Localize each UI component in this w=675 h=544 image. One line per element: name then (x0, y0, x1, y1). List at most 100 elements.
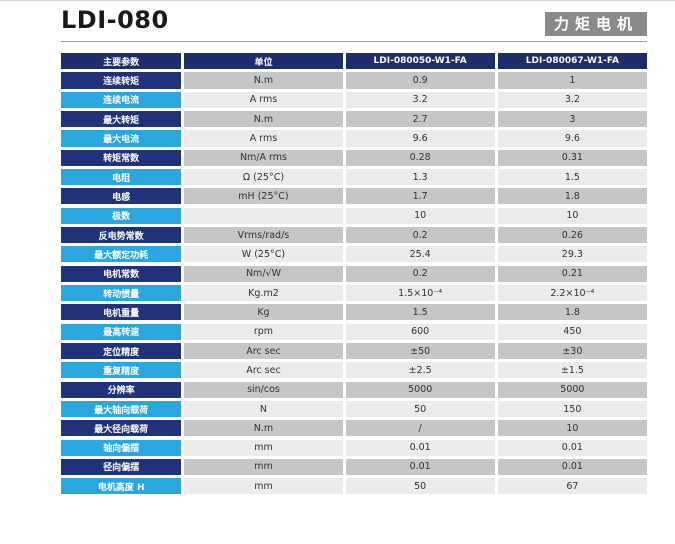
unit-cell: A rms (184, 130, 343, 147)
value-model-067: 67 (497, 478, 647, 495)
unit-cell: Kg (184, 304, 343, 321)
unit-cell: W (25°C) (184, 246, 343, 263)
value-model-067: 1.8 (497, 304, 647, 321)
value-model-050: 1.7 (345, 188, 495, 205)
value-model-050: 25.4 (345, 246, 495, 263)
table-row: 连续电流 A rms 3.2 3.2 (61, 91, 647, 108)
value-model-067: 0.21 (497, 265, 647, 282)
param-name: 电阻 (61, 168, 182, 186)
param-name: 电机重量 (61, 304, 182, 321)
table-row: 最高转速 rpm 600 450 (61, 323, 647, 340)
table-row: 连续转矩 N.m 0.9 1 (61, 72, 647, 89)
value-model-067: 0.01 (497, 458, 647, 476)
value-model-067: ±1.5 (497, 362, 647, 379)
value-model-067: 3 (497, 110, 647, 128)
param-name: 最大电流 (61, 130, 182, 147)
param-name: 轴向偏摆 (61, 439, 182, 456)
unit-cell (184, 207, 343, 224)
param-name: 反电势常数 (61, 226, 182, 244)
value-model-050: 600 (345, 323, 495, 340)
value-model-050: 0.9 (345, 72, 495, 89)
param-name: 最高转速 (61, 323, 182, 340)
value-model-067: 0.26 (497, 226, 647, 244)
value-model-067: 2.2×10⁻⁴ (497, 284, 647, 302)
table-row: 定位精度 Arc sec ±50 ±30 (61, 342, 647, 360)
unit-cell: sin/cos (184, 381, 343, 398)
value-model-050: 2.7 (345, 110, 495, 128)
unit-cell: Ω (25°C) (184, 168, 343, 186)
value-model-067: 9.6 (497, 130, 647, 147)
table-row: 最大转矩 N.m 2.7 3 (61, 110, 647, 128)
param-name: 分辨率 (61, 381, 182, 398)
param-name: 重复精度 (61, 362, 182, 379)
param-name: 定位精度 (61, 342, 182, 360)
unit-cell: Vrms/rad/s (184, 226, 343, 244)
value-model-067: 29.3 (497, 246, 647, 263)
value-model-067: 450 (497, 323, 647, 340)
table-row: 最大额定功耗 W (25°C) 25.4 29.3 (61, 246, 647, 263)
table-row: 转动惯量 Kg.m2 1.5×10⁻⁴ 2.2×10⁻⁴ (61, 284, 647, 302)
value-model-067: 1 (497, 72, 647, 89)
value-model-067: 10 (497, 420, 647, 437)
value-model-067: 0.31 (497, 149, 647, 166)
value-model-067: 10 (497, 207, 647, 224)
value-model-050: 1.5×10⁻⁴ (345, 284, 495, 302)
value-model-050: 0.01 (345, 439, 495, 456)
value-model-067: 150 (497, 400, 647, 418)
unit-cell: N.m (184, 110, 343, 128)
value-model-050: 1.3 (345, 168, 495, 186)
table-row: 最大轴向载荷 N 50 150 (61, 400, 647, 418)
param-name: 转矩常数 (61, 149, 182, 166)
unit-cell: Nm/√W (184, 265, 343, 282)
title-divider (61, 41, 647, 42)
param-name: 最大径向载荷 (61, 420, 182, 437)
value-model-050: / (345, 420, 495, 437)
unit-cell: mm (184, 478, 343, 495)
spec-table: 主要参数 单位 LDI-080050-W1-FA LDI-080067-W1-F… (61, 53, 647, 498)
value-model-050: 5000 (345, 381, 495, 398)
param-name: 电机常数 (61, 265, 182, 282)
header-model-050: LDI-080050-W1-FA (345, 53, 495, 70)
header-unit: 单位 (184, 53, 343, 70)
param-name: 最大转矩 (61, 110, 182, 128)
unit-cell: mm (184, 458, 343, 476)
value-model-050: ±2.5 (345, 362, 495, 379)
value-model-067: ±30 (497, 342, 647, 360)
page-title: LDI-080 (61, 6, 169, 34)
value-model-067: 5000 (497, 381, 647, 398)
value-model-050: 3.2 (345, 91, 495, 108)
unit-cell: N.m (184, 420, 343, 437)
table-row: 分辨率 sin/cos 5000 5000 (61, 381, 647, 398)
value-model-050: ±50 (345, 342, 495, 360)
table-row: 极数 10 10 (61, 207, 647, 224)
param-name: 电机高度 H (61, 478, 182, 495)
param-name: 最大轴向载荷 (61, 400, 182, 418)
table-row: 电机重量 Kg 1.5 1.8 (61, 304, 647, 321)
param-name: 最大额定功耗 (61, 246, 182, 263)
table-row: 电机常数 Nm/√W 0.2 0.21 (61, 265, 647, 282)
param-name: 转动惯量 (61, 284, 182, 302)
unit-cell: Arc sec (184, 342, 343, 360)
table-row: 转矩常数 Nm/A rms 0.28 0.31 (61, 149, 647, 166)
table-row: 反电势常数 Vrms/rad/s 0.2 0.26 (61, 226, 647, 244)
table-row: 径向偏摆 mm 0.01 0.01 (61, 458, 647, 476)
value-model-050: 50 (345, 400, 495, 418)
table-row: 电阻 Ω (25°C) 1.3 1.5 (61, 168, 647, 186)
table-row: 重复精度 Arc sec ±2.5 ±1.5 (61, 362, 647, 379)
table-row: 最大径向载荷 N.m/10 (61, 420, 647, 437)
header-model-067: LDI-080067-W1-FA (497, 53, 647, 70)
param-name: 径向偏摆 (61, 458, 182, 476)
value-model-050: 0.2 (345, 226, 495, 244)
header-param: 主要参数 (61, 53, 182, 70)
unit-cell: A rms (184, 91, 343, 108)
param-name: 极数 (61, 207, 182, 224)
unit-cell: rpm (184, 323, 343, 340)
param-name: 连续转矩 (61, 72, 182, 89)
table-header-row: 主要参数 单位 LDI-080050-W1-FA LDI-080067-W1-F… (61, 53, 647, 70)
value-model-067: 1.8 (497, 188, 647, 205)
param-name: 连续电流 (61, 91, 182, 108)
top-rule (0, 0, 675, 1)
value-model-067: 0.01 (497, 439, 647, 456)
unit-cell: Kg.m2 (184, 284, 343, 302)
